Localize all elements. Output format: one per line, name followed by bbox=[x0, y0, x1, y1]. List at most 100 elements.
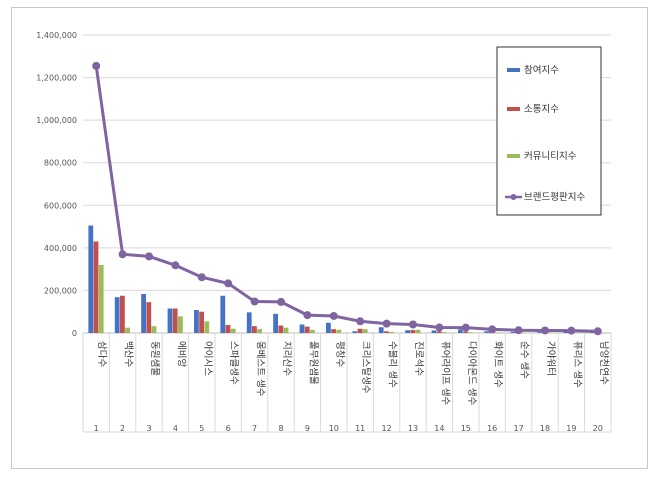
bar bbox=[151, 326, 157, 333]
category-label: 가야워터 bbox=[545, 341, 556, 376]
bar bbox=[600, 332, 606, 334]
rank-label: 7 bbox=[252, 424, 257, 433]
category-label: 동원샘물 bbox=[149, 341, 160, 376]
line-point bbox=[514, 326, 523, 335]
bar bbox=[167, 308, 173, 333]
bar bbox=[563, 331, 569, 333]
legend-swatch bbox=[507, 68, 520, 72]
bar bbox=[405, 330, 410, 333]
category-label: 몽베스트 생수 bbox=[255, 341, 266, 397]
bar bbox=[431, 330, 437, 333]
rank-label: 16 bbox=[487, 424, 497, 433]
y-tick-label: 1,200,000 bbox=[36, 74, 77, 83]
rank-label: 9 bbox=[305, 424, 310, 433]
bar bbox=[178, 316, 183, 333]
bar bbox=[120, 295, 125, 333]
y-tick-label: 1,000,000 bbox=[36, 116, 77, 125]
rank-label: 10 bbox=[329, 424, 339, 433]
category-label: 다이아몬드 생수 bbox=[466, 341, 477, 405]
bar bbox=[352, 331, 358, 333]
rank-label: 5 bbox=[199, 424, 204, 433]
bar bbox=[252, 326, 257, 333]
bar bbox=[442, 332, 447, 333]
rank-label: 15 bbox=[461, 424, 471, 433]
line-point bbox=[461, 323, 470, 332]
bar bbox=[125, 327, 130, 333]
category-label: 퓨리스 생수 bbox=[571, 341, 582, 388]
line-point bbox=[356, 317, 365, 326]
rank-label: 12 bbox=[382, 424, 392, 433]
bar bbox=[194, 310, 199, 333]
line-series bbox=[92, 61, 602, 336]
rank-label: 8 bbox=[278, 424, 283, 433]
bar bbox=[468, 332, 474, 333]
bar bbox=[547, 332, 553, 334]
line-point bbox=[118, 250, 127, 259]
rank-label: 4 bbox=[173, 424, 178, 433]
bar bbox=[225, 324, 231, 333]
bar bbox=[257, 329, 262, 333]
line-point bbox=[541, 326, 549, 335]
bar bbox=[336, 329, 342, 333]
line-point bbox=[197, 273, 206, 282]
line-point bbox=[488, 325, 497, 334]
rank-label: 19 bbox=[566, 424, 576, 433]
line-point bbox=[382, 319, 391, 328]
series-line bbox=[94, 65, 598, 333]
bar bbox=[230, 328, 236, 333]
bar bbox=[326, 322, 331, 333]
line-point bbox=[145, 252, 153, 261]
legend-box bbox=[496, 46, 602, 216]
y-tick-label: 600,000 bbox=[44, 201, 77, 210]
rank-label: 13 bbox=[408, 424, 418, 433]
line-point bbox=[567, 326, 576, 335]
category-label: 스파클생수 bbox=[228, 341, 239, 385]
rank-label: 6 bbox=[226, 424, 231, 433]
rank-label: 1 bbox=[94, 424, 99, 433]
category-label: 백산수 bbox=[123, 341, 134, 367]
category-label: 화이트 생수 bbox=[492, 341, 503, 388]
bar bbox=[283, 327, 289, 333]
bar bbox=[304, 326, 310, 333]
x-axis: 삼다수 1 백산수 2 동원샘물 3 에비앙 4 아이시스 5 스파클생수 6 몽베스트 생수 7 지리산수… bbox=[82, 333, 612, 433]
line-point bbox=[593, 327, 602, 336]
y-tick-label: 800,000 bbox=[44, 159, 77, 168]
category-label: 순수 생수 bbox=[519, 341, 530, 379]
rank-label: 11 bbox=[355, 424, 365, 433]
rank-label: 20 bbox=[593, 424, 603, 433]
line-point bbox=[250, 297, 259, 306]
bar bbox=[141, 294, 146, 333]
bar bbox=[389, 331, 394, 333]
bar bbox=[310, 329, 315, 333]
category-label: 에비앙 bbox=[175, 341, 187, 367]
line-point bbox=[224, 279, 233, 288]
bar bbox=[458, 329, 463, 333]
legend-label: 참여지수 bbox=[524, 64, 559, 76]
rank-label: 2 bbox=[120, 424, 125, 433]
line-point bbox=[277, 297, 285, 306]
category-label: 퓨어라이프 생수 bbox=[439, 341, 450, 405]
bar bbox=[204, 321, 210, 333]
bar bbox=[415, 329, 421, 333]
rank-label: 17 bbox=[514, 424, 524, 433]
legend-marker bbox=[510, 194, 517, 200]
bar bbox=[410, 330, 416, 333]
bar bbox=[362, 329, 368, 333]
category-label: 수블리 생수 bbox=[387, 341, 398, 388]
line-point bbox=[171, 261, 180, 270]
category-label: 지리산수 bbox=[281, 341, 292, 376]
bar bbox=[220, 295, 226, 333]
category-label: 삼다수 bbox=[96, 341, 107, 367]
bar bbox=[484, 331, 490, 333]
bar bbox=[114, 297, 120, 333]
bar bbox=[93, 241, 99, 333]
category-label: 평창수 bbox=[334, 341, 345, 367]
bar bbox=[537, 332, 542, 333]
bar bbox=[436, 331, 442, 333]
rank-label: 18 bbox=[540, 424, 550, 433]
category-label: 아이시스 bbox=[202, 341, 213, 376]
category-label: 풀무원샘물 bbox=[307, 341, 318, 385]
rank-label: 14 bbox=[434, 424, 444, 433]
